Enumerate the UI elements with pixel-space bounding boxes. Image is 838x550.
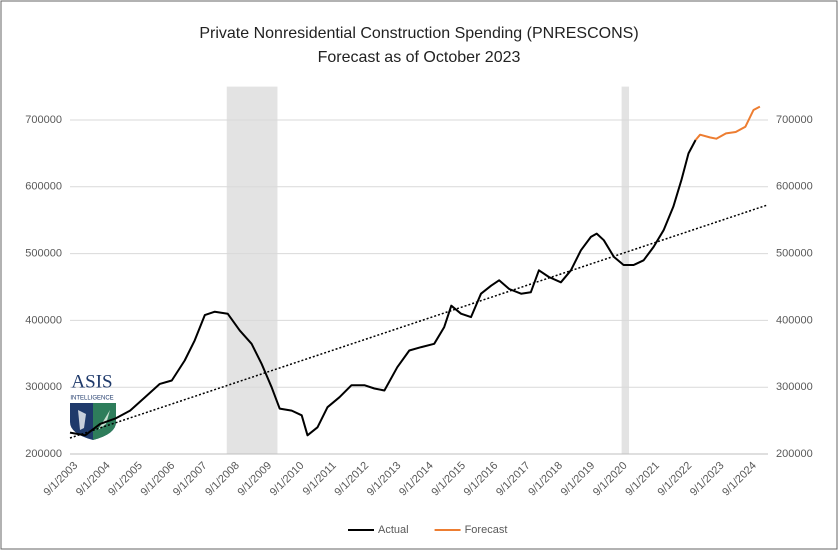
y-tick-label: 400000 [25,314,62,326]
y-tick-label: 700000 [25,114,62,126]
legend-label: Forecast [465,524,508,536]
series-line [694,105,761,141]
logo-name: ASIS [71,371,112,392]
y2-tick-label: 300000 [776,381,813,393]
y-tick-label: 200000 [25,448,62,460]
y2-tick-label: 600000 [776,181,813,193]
y-tick-label: 300000 [25,381,62,393]
y2-tick-label: 200000 [776,448,813,460]
recession-band [621,86,630,454]
y-tick-label: 600000 [25,181,62,193]
trendline [69,204,769,439]
logo-emblem [78,410,86,430]
recession-band [226,86,278,454]
series-line [69,139,697,437]
chart-subtitle: Forecast as of October 2023 [318,49,521,66]
y-tick-label: 500000 [25,248,62,260]
y2-tick-label: 500000 [776,248,813,260]
chart-title: Private Nonresidential Construction Spen… [199,25,638,42]
legend-label: Actual [378,524,409,536]
logo: ASIS INTELLIGENCE [70,371,116,440]
logo-tagline: INTELLIGENCE [70,396,113,402]
y2-tick-label: 700000 [776,114,813,126]
y2-tick-label: 400000 [776,314,813,326]
logo-emblem [98,410,110,430]
